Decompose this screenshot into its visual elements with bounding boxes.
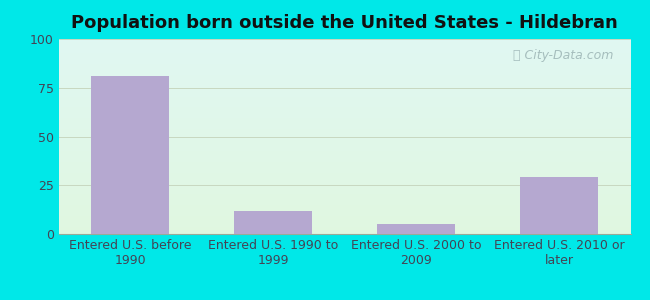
Bar [234,211,312,234]
Bar [90,76,169,234]
Bar [519,178,599,234]
Text: ⓘ City-Data.com: ⓘ City-Data.com [513,49,614,62]
Bar [377,224,456,234]
Title: Population born outside the United States - Hildebran: Population born outside the United State… [71,14,618,32]
